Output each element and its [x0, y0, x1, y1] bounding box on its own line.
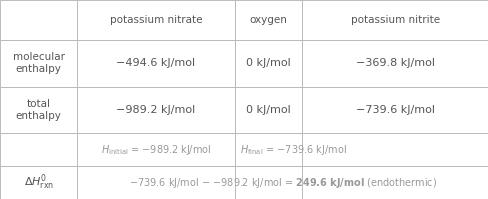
Text: −989.2 kJ/mol: −989.2 kJ/mol [116, 105, 195, 115]
Bar [77, 40, 234, 87]
Text: oxygen: oxygen [249, 15, 287, 25]
Bar [302, 0, 488, 40]
Text: −739.6 kJ/mol: −739.6 kJ/mol [355, 105, 434, 115]
Bar [234, 87, 302, 133]
Text: potassium nitrite: potassium nitrite [350, 15, 439, 25]
Text: potassium nitrate: potassium nitrate [109, 15, 202, 25]
Text: −739.6 kJ/mol − −989.2 kJ/mol = $\mathbf{249.6\ kJ/mol}$ (endothermic): −739.6 kJ/mol − −989.2 kJ/mol = $\mathbf… [129, 176, 436, 190]
Text: $\mathit{H}_{\mathrm{final}}$ = −739.6 kJ/mol: $\mathit{H}_{\mathrm{final}}$ = −739.6 k… [239, 143, 346, 157]
Bar [302, 166, 488, 199]
Bar [0, 87, 77, 133]
Text: −494.6 kJ/mol: −494.6 kJ/mol [116, 58, 195, 68]
Bar [0, 0, 77, 40]
Bar [234, 133, 302, 166]
Bar [234, 0, 302, 40]
Bar [302, 40, 488, 87]
Bar [77, 0, 234, 40]
Text: molecular
enthalpy: molecular enthalpy [13, 52, 64, 74]
Text: 0 kJ/mol: 0 kJ/mol [245, 58, 290, 68]
Bar [234, 40, 302, 87]
Bar [77, 87, 234, 133]
Bar [0, 133, 77, 166]
Text: −369.8 kJ/mol: −369.8 kJ/mol [355, 58, 434, 68]
Text: total
enthalpy: total enthalpy [16, 99, 61, 121]
Text: 0 kJ/mol: 0 kJ/mol [245, 105, 290, 115]
Bar [234, 166, 302, 199]
Bar [77, 166, 234, 199]
Bar [302, 87, 488, 133]
Bar [302, 133, 488, 166]
Text: $\mathit{H}_{\mathrm{initial}}$ = −989.2 kJ/mol: $\mathit{H}_{\mathrm{initial}}$ = −989.2… [101, 143, 211, 157]
Bar [77, 133, 234, 166]
Bar [0, 40, 77, 87]
Bar [0, 166, 77, 199]
Text: $\Delta H^0_{\mathrm{rxn}}$: $\Delta H^0_{\mathrm{rxn}}$ [23, 173, 54, 192]
